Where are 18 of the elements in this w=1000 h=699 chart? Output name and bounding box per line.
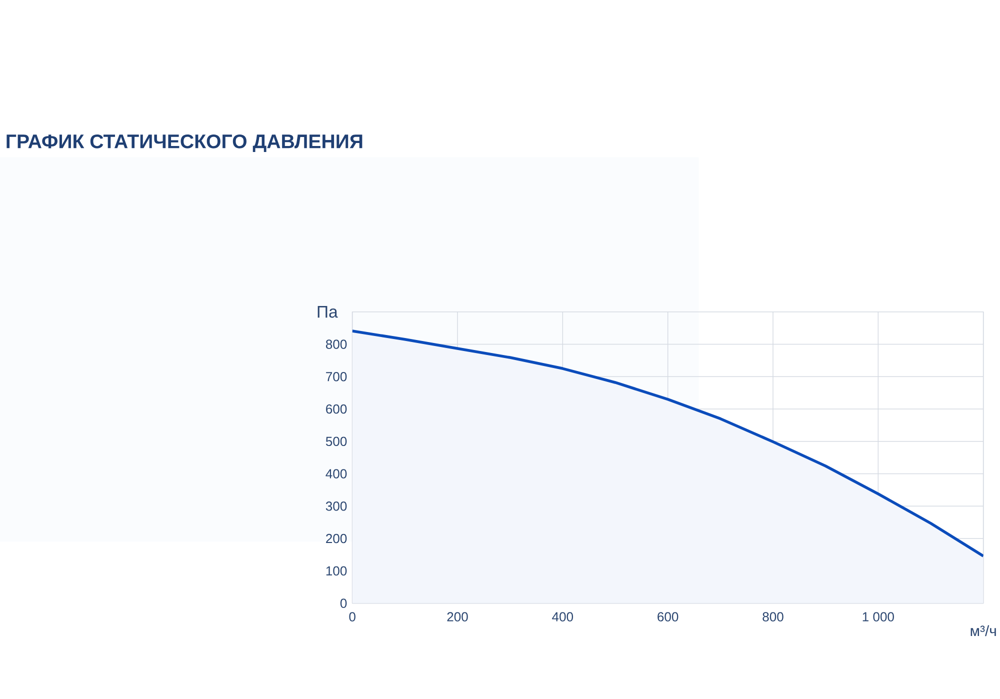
y-axis-title: Па <box>318 306 338 318</box>
x-tick-label: 600 <box>658 612 678 622</box>
x-tick-label: 400 <box>552 612 574 622</box>
x-tick-label: 200 <box>447 612 468 622</box>
text: ГРАФИК СТАТИЧЕСКОГО ДАВЛЕНИЯ <box>6 134 362 152</box>
y-tick-label: 0 <box>340 598 347 608</box>
y-tick-label: 800 <box>326 340 347 349</box>
y-tick-label: 200 <box>326 534 347 544</box>
y-tick-label: 400 <box>326 469 347 478</box>
y-tick-label: 600 <box>326 404 347 414</box>
y-tick-label: 100 <box>326 566 347 576</box>
y-tick-label: 700 <box>326 372 347 382</box>
y-tick-label: 300 <box>326 502 347 511</box>
x-tick-label: 800 <box>762 612 784 622</box>
x-tick-label: 0 <box>349 612 356 622</box>
x-tick-label: 1 000 <box>862 612 894 622</box>
x-axis-title: м³/ч <box>970 625 996 636</box>
y-tick-label: 500 <box>326 436 347 446</box>
